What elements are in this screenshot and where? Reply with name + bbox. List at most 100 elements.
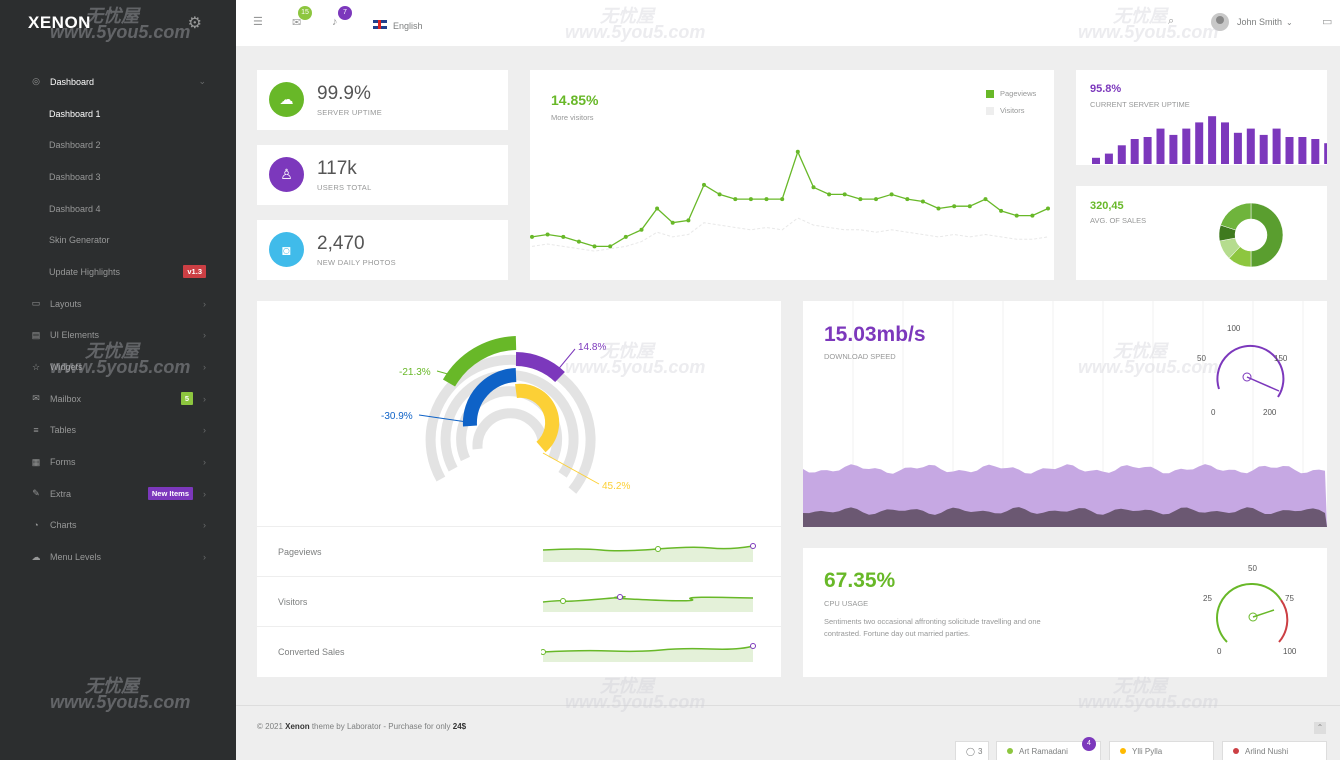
data-point [608,244,613,249]
data-point [952,204,957,209]
sidebar-item-dashboard-2[interactable]: Dashboard 2 [0,129,236,161]
uptime-bar [1143,137,1152,164]
chevron-right-icon: › [203,393,206,404]
avatar [1211,13,1229,31]
sidebar-item-extra[interactable]: ✎ Extra New Items › [0,478,236,510]
radial-track-inner [472,408,548,450]
gauge-tick-label: 200 [1263,408,1277,417]
footer-price[interactable]: 24$ [452,722,467,731]
data-point [795,149,800,154]
data-point [1030,213,1035,218]
scroll-to-top-button[interactable]: ⌃ [1314,722,1326,734]
sidebar-item-dashboard-1[interactable]: Dashboard 1 [0,98,236,130]
download-area-chart: 0 50 100 150 200 [803,301,1327,527]
user-menu[interactable]: John Smith ⌄ [1211,13,1293,31]
legend-visitors[interactable]: Visitors [986,106,1036,115]
gauge-needle [1252,609,1275,618]
sales-donut-chart [1218,202,1284,268]
donut-slice [1220,202,1252,231]
sidebar-item-widgets[interactable]: ☆ Widgets › [0,351,236,383]
sidebar-item-dashboard-4[interactable]: Dashboard 4 [0,193,236,225]
sidebar-item-skin-generator[interactable]: Skin Generator [0,224,236,256]
uptime-label: CURRENT SERVER UPTIME [1090,100,1190,109]
chat-user-tab[interactable]: Art Ramadani 4 [996,737,1101,760]
chat-user-tab[interactable]: Arlind Nushi [1222,741,1327,760]
language-selector[interactable]: English [373,16,423,34]
row-label-converted-sales: Converted Sales [278,647,345,657]
hamburger-menu-icon[interactable]: ☰ [253,16,263,28]
uptime-bar [1130,139,1139,164]
chat-icon[interactable]: ▭ [1322,16,1333,28]
footer-credits: © 2021 Xenon theme by Laborator - Purcha… [257,722,466,731]
cpu-usage-card: 67.35% CPU USAGE Sentiments two occasion… [803,548,1327,677]
data-point [1014,213,1019,218]
sparkline-line [542,645,754,653]
radial-chart-card: -21.3% 14.8% -30.9% 45.2% Pageviews Visi… [257,301,781,677]
sidebar-item-label: Dashboard 3 [49,171,101,182]
sidebar-item-ui-elements[interactable]: ▤ UI Elements › [0,320,236,352]
data-point [576,239,581,244]
sidebar-item-forms[interactable]: ▦ Forms › [0,446,236,478]
data-point [623,234,628,239]
uptime-bar [1259,134,1268,164]
uptime-bar [1169,134,1178,164]
chat-bubble-icon: ◯ [966,746,975,756]
data-point [811,185,816,190]
sidebar-item-label: Forms [50,457,76,468]
sidebar-item-label: Tables [50,425,77,436]
sales-label: AVG. OF SALES [1090,216,1147,225]
footer-brand[interactable]: Xenon [285,722,310,731]
list-item: Pageviews [257,526,781,576]
monitor-icon: ▭ [31,298,41,309]
radial-bar-chart: -21.3% 14.8% -30.9% 45.2% [381,336,630,494]
download-gauge: 0 50 100 150 200 [1197,324,1288,417]
visitors-percentage: 14.85% [551,92,599,108]
gauge-tick-label: 100 [1283,647,1297,656]
uptime-bar [1298,137,1307,164]
cloud-icon: ☁ [31,551,41,562]
data-point [545,232,550,237]
sidebar-item-menu-levels[interactable]: ☁ Menu Levels › [0,541,236,573]
sidebar-item-layouts[interactable]: ▭ Layouts › [0,288,236,320]
sidebar-item-label: Skin Generator [49,235,110,246]
messages-icon[interactable]: ✉ 15 [292,6,312,29]
data-point [780,197,785,202]
cpu-description: Sentiments two occasional affronting sol… [824,617,1041,638]
list-item: Visitors [257,576,781,626]
settings-gear-icon[interactable]: ⚙ [187,15,202,32]
sidebar-item-dashboard[interactable]: ◎ Dashboard ⌄ [0,66,236,98]
gauge-tick-label: 25 [1203,594,1212,603]
data-point [827,192,832,197]
chat-user-tab[interactable]: Ylli Pylla [1109,741,1214,760]
sparkline-area [543,646,753,662]
sidebar-item-update-highlights[interactable]: Update Highlights v1.3 [0,256,236,288]
user-icon: ♙ [269,157,304,192]
uk-flag-icon [373,20,387,30]
sidebar-item-tables[interactable]: ≡ Tables › [0,415,236,447]
sidebar-item-mailbox[interactable]: ✉ Mailbox 5 › [0,383,236,415]
radial-arc-purple [515,352,565,383]
extra-icon: ✎ [32,488,40,499]
app-logo[interactable]: XENON [28,13,91,32]
search-icon[interactable]: ⌕ [1168,15,1175,27]
chevron-right-icon: › [203,298,206,309]
legend-pageviews[interactable]: Pageviews [986,89,1036,98]
sidebar-item-dashboard-3[interactable]: Dashboard 3 [0,161,236,193]
sales-card: 320,45 AVG. OF SALES [1076,186,1327,280]
stat-value: 2,470 [317,233,365,254]
data-point [530,234,534,239]
gauge-tick-label: 100 [1227,324,1241,333]
charts-icon: ◔ [33,520,39,531]
uptime-value: 95.8% [1090,83,1122,95]
bell-icon[interactable]: ♪ 7 [332,6,352,28]
row-label-pageviews: Pageviews [278,547,322,557]
uptime-bar [1311,139,1320,164]
data-point [874,197,878,202]
radial-arc-yellow [515,383,560,453]
gauge-needle [1246,376,1280,392]
visitors-label: More visitors [551,113,594,122]
sidebar-item-charts[interactable]: ◔ Charts › [0,510,236,542]
chat-toggle-button[interactable]: ◯ 3 [955,741,989,760]
data-point [717,192,722,197]
radial-label-green: -21.3% [399,367,431,378]
